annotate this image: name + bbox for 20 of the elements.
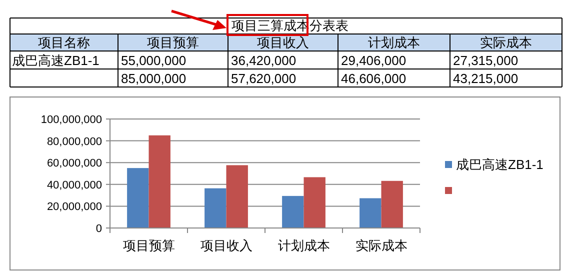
x-tick-label: 项目预算 — [122, 238, 175, 253]
y-tick-label: 100,000,000 — [40, 114, 102, 126]
bar — [148, 135, 170, 228]
legend-label: 成巴高速ZB1-1 — [456, 157, 544, 172]
y-tick-label: 60,000,000 — [46, 158, 102, 170]
bar — [381, 180, 403, 228]
x-tick-label: 计划成本 — [278, 238, 330, 253]
x-tick-label: 项目收入 — [200, 238, 252, 253]
bar — [282, 196, 304, 228]
y-tick-label: 80,000,000 — [46, 136, 102, 148]
bar — [360, 198, 382, 228]
y-tick-label: 20,000,000 — [46, 201, 102, 214]
bar — [204, 188, 226, 228]
bar — [304, 177, 326, 228]
x-tick-label: 实际成本 — [355, 238, 408, 253]
bar — [127, 168, 149, 228]
y-tick-label: 0 — [96, 223, 102, 235]
legend: 成巴高速ZB1-1 — [445, 157, 544, 194]
bar — [226, 165, 248, 228]
y-tick-label: 40,000,000 — [46, 179, 102, 192]
